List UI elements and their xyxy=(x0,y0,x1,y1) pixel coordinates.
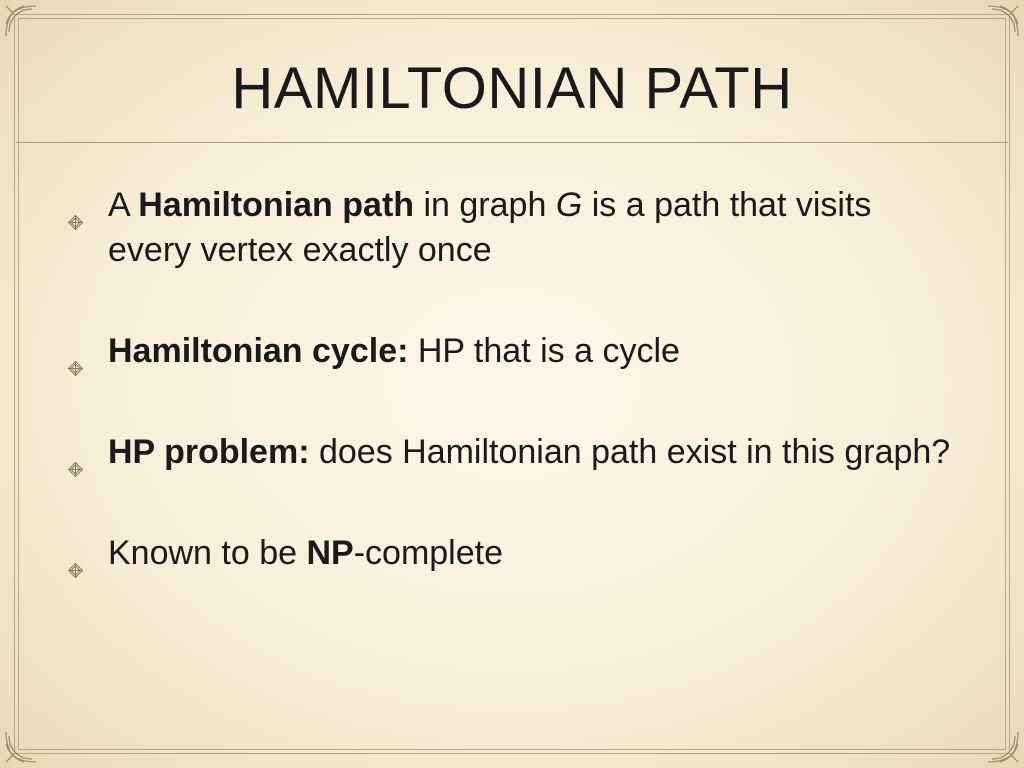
text-run: NP xyxy=(306,534,353,572)
diamond-bullet-icon xyxy=(68,444,83,459)
text-run: Hamiltonian path xyxy=(138,186,414,224)
diamond-bullet-icon xyxy=(68,343,83,358)
bullet-item: A Hamiltonian path in graph G is a path … xyxy=(64,183,960,273)
text-run: in graph xyxy=(414,186,556,224)
diamond-bullet-icon xyxy=(68,545,83,560)
text-run: G xyxy=(556,186,582,224)
text-run: does Hamiltonian path exist in this grap… xyxy=(310,433,951,471)
text-run: Hamiltonian cycle: xyxy=(108,332,408,370)
bullet-list: A Hamiltonian path in graph G is a path … xyxy=(60,183,964,575)
bullet-text: A Hamiltonian path in graph G is a path … xyxy=(108,186,871,269)
title-divider xyxy=(16,142,1008,143)
text-run: A xyxy=(108,186,138,224)
text-run: HP that is a cycle xyxy=(408,332,680,370)
bullet-text: Hamiltonian cycle: HP that is a cycle xyxy=(108,332,680,370)
slide-content: HAMILTONIAN PATH A Hamiltonian path in g… xyxy=(0,0,1024,768)
text-run: HP problem: xyxy=(108,433,310,471)
bullet-text: Known to be NP-complete xyxy=(108,534,503,572)
bullet-item: HP problem: does Hamiltonian path exist … xyxy=(64,430,960,475)
slide-title: HAMILTONIAN PATH xyxy=(60,55,964,122)
bullet-item: Hamiltonian cycle: HP that is a cycle xyxy=(64,329,960,374)
text-run: Known to be xyxy=(108,534,306,572)
bullet-text: HP problem: does Hamiltonian path exist … xyxy=(108,433,950,471)
text-run: -complete xyxy=(354,534,503,572)
diamond-bullet-icon xyxy=(68,197,83,212)
bullet-item: Known to be NP-complete xyxy=(64,531,960,576)
